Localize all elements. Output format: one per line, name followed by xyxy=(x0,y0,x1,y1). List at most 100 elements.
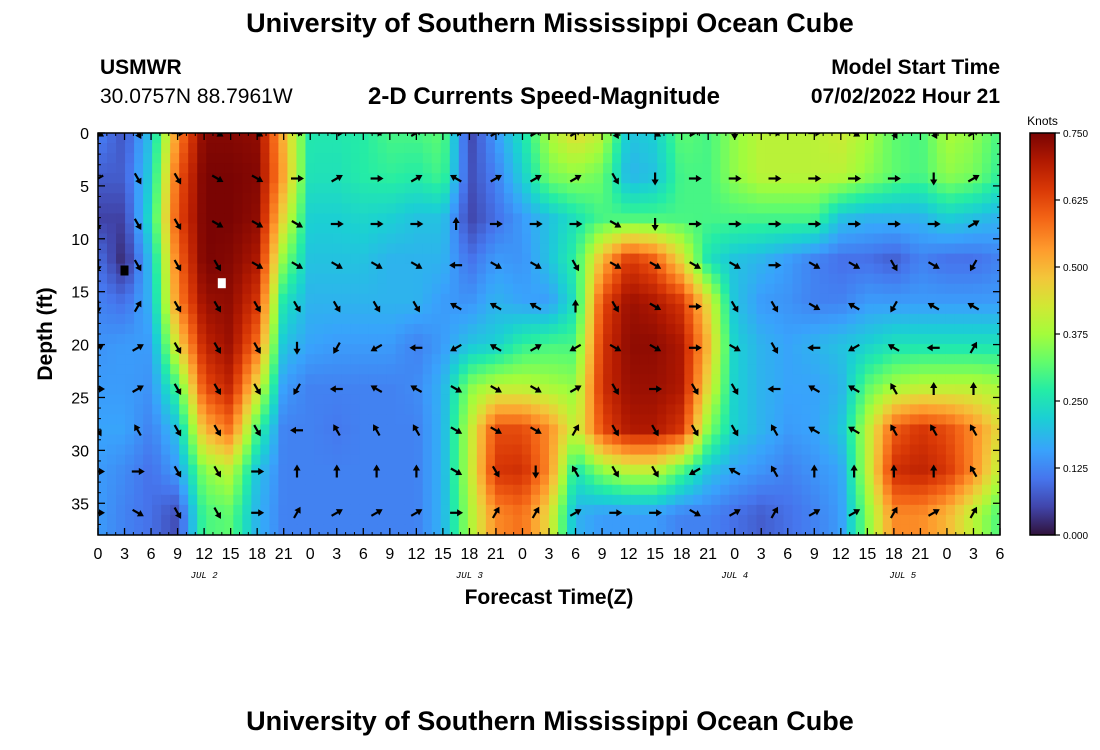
heat-cell xyxy=(521,454,532,466)
heat-cell xyxy=(900,273,911,285)
current-arrow xyxy=(412,464,420,478)
heat-cell xyxy=(954,464,965,476)
heat-cell xyxy=(747,133,758,144)
arrow-head xyxy=(99,509,105,517)
heat-cell xyxy=(152,323,162,335)
heat-cell xyxy=(738,424,749,436)
heat-cell xyxy=(314,484,325,496)
heat-cell xyxy=(422,223,433,235)
heat-cell xyxy=(395,153,406,164)
heat-cell xyxy=(873,504,884,516)
heat-cell xyxy=(846,414,857,426)
heat-cell xyxy=(567,133,577,144)
heat-cell xyxy=(711,273,721,285)
current-arrow xyxy=(333,342,341,354)
y-tick-label: 5 xyxy=(80,179,89,196)
heat-cell xyxy=(648,344,658,355)
heat-cell xyxy=(873,444,884,456)
heat-cell xyxy=(377,464,388,476)
heat-cell xyxy=(693,143,703,154)
heat-cell xyxy=(395,283,406,295)
heat-cell xyxy=(125,424,135,436)
x-tick-label: 18 xyxy=(248,546,266,563)
heat-cell xyxy=(585,344,595,355)
heat-cell xyxy=(485,404,496,415)
heat-cell xyxy=(377,344,388,355)
heat-cell xyxy=(666,173,676,184)
current-arrow xyxy=(450,174,462,183)
heat-cell xyxy=(576,193,586,204)
heat-cell xyxy=(350,283,361,295)
heat-cell xyxy=(810,223,821,235)
arrow-head xyxy=(415,509,423,516)
heat-cell xyxy=(377,313,388,325)
heat-cell xyxy=(981,213,992,225)
heat-cell xyxy=(440,444,451,456)
heat-cell xyxy=(972,524,983,535)
heat-cell xyxy=(377,263,388,275)
heat-cell xyxy=(594,504,604,516)
heat-cell xyxy=(395,394,406,405)
heat-cell xyxy=(440,454,451,466)
heat-cell xyxy=(116,404,126,415)
heat-cell xyxy=(503,424,514,436)
heat-cell xyxy=(837,464,848,476)
heat-cell xyxy=(720,323,730,335)
heat-cell xyxy=(819,494,830,506)
heat-cell xyxy=(684,153,694,164)
arrow-head xyxy=(930,179,938,186)
heat-cell xyxy=(927,374,938,385)
heat-cell xyxy=(549,364,559,375)
heat-cell xyxy=(711,293,721,305)
heat-cell xyxy=(549,424,559,436)
heat-cell xyxy=(224,464,234,476)
heat-cell xyxy=(377,253,388,265)
heat-cell xyxy=(233,313,243,325)
heat-cell xyxy=(476,514,487,526)
heat-cell xyxy=(368,163,379,174)
heat-cell xyxy=(927,504,938,516)
heat-cell xyxy=(323,213,334,225)
heat-cell xyxy=(891,484,902,496)
heat-cell xyxy=(521,374,532,385)
heat-cell xyxy=(711,223,721,235)
heat-cell xyxy=(945,233,956,245)
heat-cell xyxy=(945,133,956,144)
heat-cell xyxy=(945,524,956,535)
heat-cell xyxy=(720,334,730,345)
heat-cell xyxy=(197,404,207,415)
heat-cell xyxy=(828,193,839,204)
heat-cell xyxy=(233,394,243,405)
current-arrow xyxy=(926,344,940,352)
heat-cell xyxy=(287,313,298,325)
heat-cell xyxy=(413,313,424,325)
heat-cell xyxy=(900,293,911,305)
heat-cell xyxy=(585,253,595,265)
heat-cell xyxy=(512,484,523,496)
heat-cell xyxy=(648,143,658,154)
heat-cell xyxy=(855,273,866,285)
arrow-head xyxy=(771,305,779,313)
arrow-head xyxy=(410,385,418,392)
heat-cell xyxy=(585,464,595,476)
heat-cell xyxy=(765,163,776,174)
arrow-head xyxy=(813,262,821,269)
heat-cell xyxy=(702,323,712,335)
heat-cell xyxy=(891,494,902,506)
heat-cell xyxy=(260,323,270,335)
heat-cell xyxy=(684,484,694,496)
heat-cell xyxy=(927,263,938,275)
heat-cell xyxy=(98,494,108,506)
heat-cell xyxy=(936,263,947,275)
heat-cell xyxy=(530,313,541,325)
heat-cell xyxy=(648,263,658,275)
heat-cell xyxy=(891,273,902,285)
heat-cell xyxy=(558,233,568,245)
arrow-head xyxy=(290,426,296,434)
heat-cell xyxy=(395,444,406,456)
heat-cell xyxy=(900,434,911,446)
heat-cell xyxy=(332,334,343,345)
heat-cell xyxy=(954,313,965,325)
heat-cell xyxy=(296,243,307,255)
arrow-head xyxy=(733,345,741,352)
